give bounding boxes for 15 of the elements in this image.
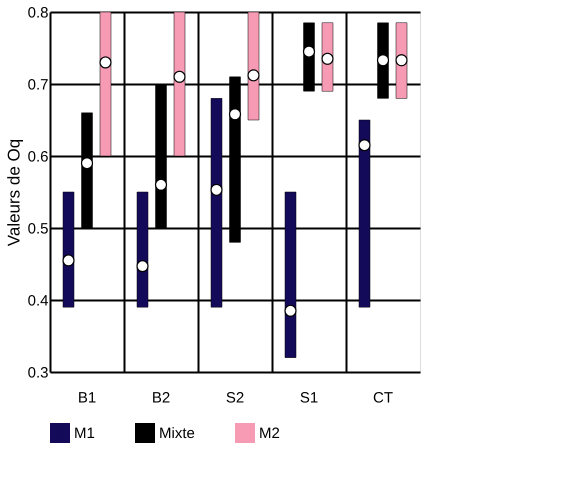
x-tick-label: S1: [300, 390, 318, 406]
y-tick-label: 0.7: [28, 76, 48, 94]
legend-label: M2: [259, 425, 280, 442]
legend-label: M1: [74, 425, 95, 442]
x-tick-label: CT: [373, 390, 393, 406]
y-tick-label: 0.3: [28, 364, 48, 382]
y-tick-label: 0.5: [28, 220, 48, 238]
y-tick-label: 0.6: [28, 148, 48, 166]
y-tick-label: 0.8: [28, 4, 48, 22]
legend-label: Mixte: [159, 425, 195, 442]
y-axis-title: Valeurs de Oq: [4, 138, 24, 246]
x-tick-label: B2: [152, 390, 170, 406]
y-tick-label: 0.4: [28, 292, 48, 310]
x-tick-label: S2: [226, 390, 244, 406]
x-tick-label: B1: [78, 390, 96, 406]
